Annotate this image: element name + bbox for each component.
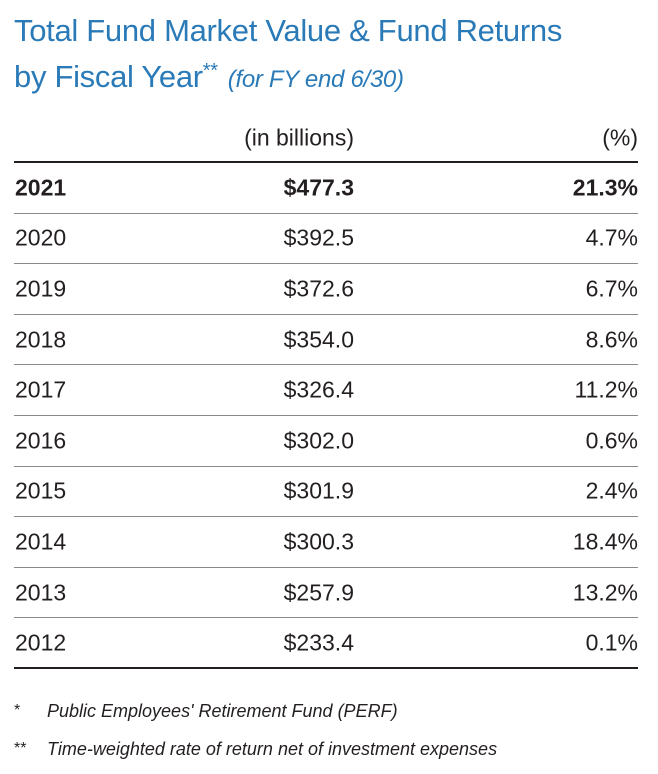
row-value: $477.3 — [283, 174, 354, 201]
row-year: 2012 — [15, 629, 67, 656]
table-row: 2021 $477.3 21.3% — [14, 163, 638, 214]
row-year: 2018 — [15, 326, 67, 353]
table-row: 2013 $257.9 13.2% — [14, 568, 638, 619]
table-row: 2019 $372.6 6.7% — [14, 264, 638, 315]
table-row: 2020 $392.5 4.7% — [14, 214, 638, 265]
row-pct: 4.7% — [585, 224, 638, 251]
row-year: 2014 — [15, 528, 67, 555]
page-title: Total Fund Market Value & Fund Returns b… — [14, 8, 644, 103]
title-line-2-text: by Fiscal Year — [14, 59, 203, 94]
table-row: 2018 $354.0 8.6% — [14, 315, 638, 366]
row-value: $392.5 — [283, 224, 354, 251]
table-row: 2017 $326.4 11.2% — [14, 365, 638, 416]
row-pct: 6.7% — [585, 275, 638, 302]
title-subtitle: (for FY end 6/30) — [227, 66, 404, 93]
row-pct: 18.4% — [572, 528, 638, 555]
fund-returns-table: (in billions) (%) 2021 $477.3 21.3% 2020… — [14, 114, 638, 669]
footnote-text: Public Employees' Retirement Fund (PERF) — [47, 701, 398, 721]
row-value: $300.3 — [283, 528, 354, 555]
row-pct: 2.4% — [585, 477, 638, 504]
table-row: 2015 $301.9 2.4% — [14, 467, 638, 518]
footnote-mark: * — [14, 702, 21, 719]
row-value: $354.0 — [283, 326, 354, 353]
row-value: $302.0 — [283, 427, 354, 454]
row-year: 2013 — [15, 579, 67, 606]
header-pct: (%) — [602, 124, 638, 150]
row-value: $301.9 — [283, 477, 354, 504]
row-pct: 11.2% — [574, 376, 638, 403]
footnote-text: Time-weighted rate of return net of inve… — [47, 739, 498, 759]
table-row: 2014 $300.3 18.4% — [14, 517, 638, 568]
title-line-2: by Fiscal Year** (for FY end 6/30) — [14, 54, 644, 103]
row-year: 2016 — [15, 427, 67, 454]
row-value: $257.9 — [283, 579, 354, 606]
footnote: ** Time-weighted rate of return net of i… — [14, 734, 644, 772]
row-year: 2017 — [15, 376, 67, 403]
row-pct: 0.6% — [585, 427, 638, 454]
row-year: 2020 — [15, 224, 67, 251]
footnote: * Public Employees' Retirement Fund (PER… — [14, 696, 644, 734]
row-pct: 0.1% — [585, 629, 638, 656]
row-pct: 21.3% — [572, 174, 638, 201]
title-footnote-marker: ** — [202, 60, 218, 82]
footnote-mark: ** — [14, 740, 27, 757]
row-pct: 8.6% — [585, 326, 638, 353]
title-line-1: Total Fund Market Value & Fund Returns — [14, 13, 563, 48]
header-value: (in billions) — [244, 124, 354, 150]
row-value: $233.4 — [283, 629, 354, 656]
row-year: 2015 — [15, 477, 67, 504]
row-value: $326.4 — [283, 376, 354, 403]
table-row: 2012 $233.4 0.1% — [14, 618, 638, 669]
table-row: 2016 $302.0 0.6% — [14, 416, 638, 467]
table-header-row: (in billions) (%) — [14, 114, 638, 163]
row-year: 2019 — [15, 275, 67, 302]
row-year: 2021 — [15, 174, 67, 201]
row-pct: 13.2% — [572, 579, 638, 606]
footnotes: * Public Employees' Retirement Fund (PER… — [14, 696, 644, 772]
row-value: $372.6 — [283, 275, 354, 302]
